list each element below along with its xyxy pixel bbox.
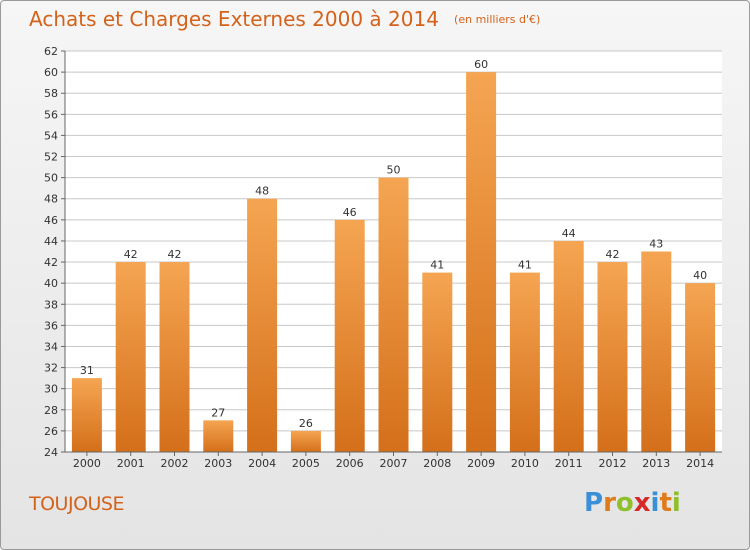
y-tick-label: 26 (44, 425, 58, 438)
bar (203, 420, 234, 452)
x-tick-label: 2008 (423, 457, 451, 470)
bar-value-label: 27 (211, 406, 225, 419)
y-tick-label: 42 (44, 256, 58, 269)
bar (422, 272, 453, 452)
y-tick-label: 60 (44, 66, 58, 79)
bar-value-label: 46 (343, 206, 357, 219)
x-tick-label: 2000 (73, 457, 101, 470)
y-tick-label: 38 (44, 298, 58, 311)
logo-letter: o (615, 488, 634, 518)
x-tick-label: 2001 (117, 457, 145, 470)
bar-value-label: 41 (518, 259, 532, 272)
y-tick-label: 24 (44, 446, 58, 459)
x-tick-label: 2012 (599, 457, 627, 470)
y-tick-label: 48 (44, 193, 58, 206)
y-tick-label: 54 (44, 129, 58, 142)
y-tick-label: 52 (44, 151, 58, 164)
bar (597, 262, 628, 452)
y-tick-label: 40 (44, 277, 58, 290)
bar (334, 219, 365, 452)
y-tick-label: 36 (44, 319, 58, 332)
logo-letter: r (603, 488, 616, 518)
bar (290, 430, 321, 452)
logo-letter: P (584, 488, 604, 518)
logo-letter: t (659, 488, 672, 518)
bar (466, 72, 497, 453)
y-tick-label: 56 (44, 108, 58, 121)
bars: 31 42 42 27 48 26 46 50 41 60 41 44 42 43 40 (71, 58, 716, 453)
x-tick-label: 2005 (292, 457, 320, 470)
bar-value-label: 50 (387, 164, 401, 177)
proxiti-logo: Proxiti (584, 488, 681, 518)
bar-value-label: 48 (255, 185, 269, 198)
y-tick-label: 50 (44, 172, 58, 185)
logo-letter: i (650, 488, 660, 518)
axes: 24 26 28 30 32 34 36 38 40 42 44 46 48 50 52 54 56 58 60 62… (44, 45, 722, 470)
y-tick-label: 58 (44, 87, 58, 100)
commune-name: TOUJOUSE (29, 493, 125, 515)
bar-value-label: 40 (693, 269, 707, 282)
bar-value-label: 41 (430, 259, 444, 272)
bar (685, 283, 716, 452)
x-tick-label: 2009 (467, 457, 495, 470)
x-tick-label: 2002 (161, 457, 189, 470)
x-tick-label: 2011 (555, 457, 583, 470)
bar-value-label: 44 (562, 227, 576, 240)
x-tick-label: 2007 (380, 457, 408, 470)
bar (553, 240, 584, 452)
x-tick-label: 2014 (686, 457, 714, 470)
x-tick-label: 2006 (336, 457, 364, 470)
x-tick-label: 2010 (511, 457, 539, 470)
bar-value-label: 43 (649, 238, 663, 251)
bar (247, 198, 278, 452)
bar-value-label: 42 (124, 248, 138, 261)
y-tick-label: 62 (44, 45, 58, 58)
y-tick-label: 44 (44, 235, 58, 248)
y-tick-label: 30 (44, 383, 58, 396)
bar-value-label: 42 (168, 248, 182, 261)
y-tick-label: 34 (44, 340, 58, 353)
chart-subtitle: (en milliers d'€) (454, 13, 541, 26)
bar (641, 251, 672, 452)
bar (115, 262, 146, 452)
logo-letter: x (633, 488, 651, 518)
logo-letter: i (671, 488, 681, 518)
y-tick-label: 28 (44, 404, 58, 417)
y-tick-label: 46 (44, 214, 58, 227)
bar-value-label: 42 (606, 248, 620, 261)
x-tick-label: 2003 (204, 457, 232, 470)
bar-value-label: 26 (299, 417, 313, 430)
bar (509, 272, 540, 452)
x-tick-label: 2004 (248, 457, 276, 470)
title-block: Achats et Charges Externes 2000 à 2014 (… (29, 7, 540, 31)
y-tick-label: 32 (44, 362, 58, 375)
x-tick-label: 2013 (642, 457, 670, 470)
bar (159, 262, 190, 452)
bar-value-label: 60 (474, 58, 488, 71)
bar (71, 378, 102, 452)
bar-value-label: 31 (80, 364, 94, 377)
chart-title: Achats et Charges Externes 2000 à 2014 (29, 7, 439, 31)
bar (378, 177, 409, 452)
